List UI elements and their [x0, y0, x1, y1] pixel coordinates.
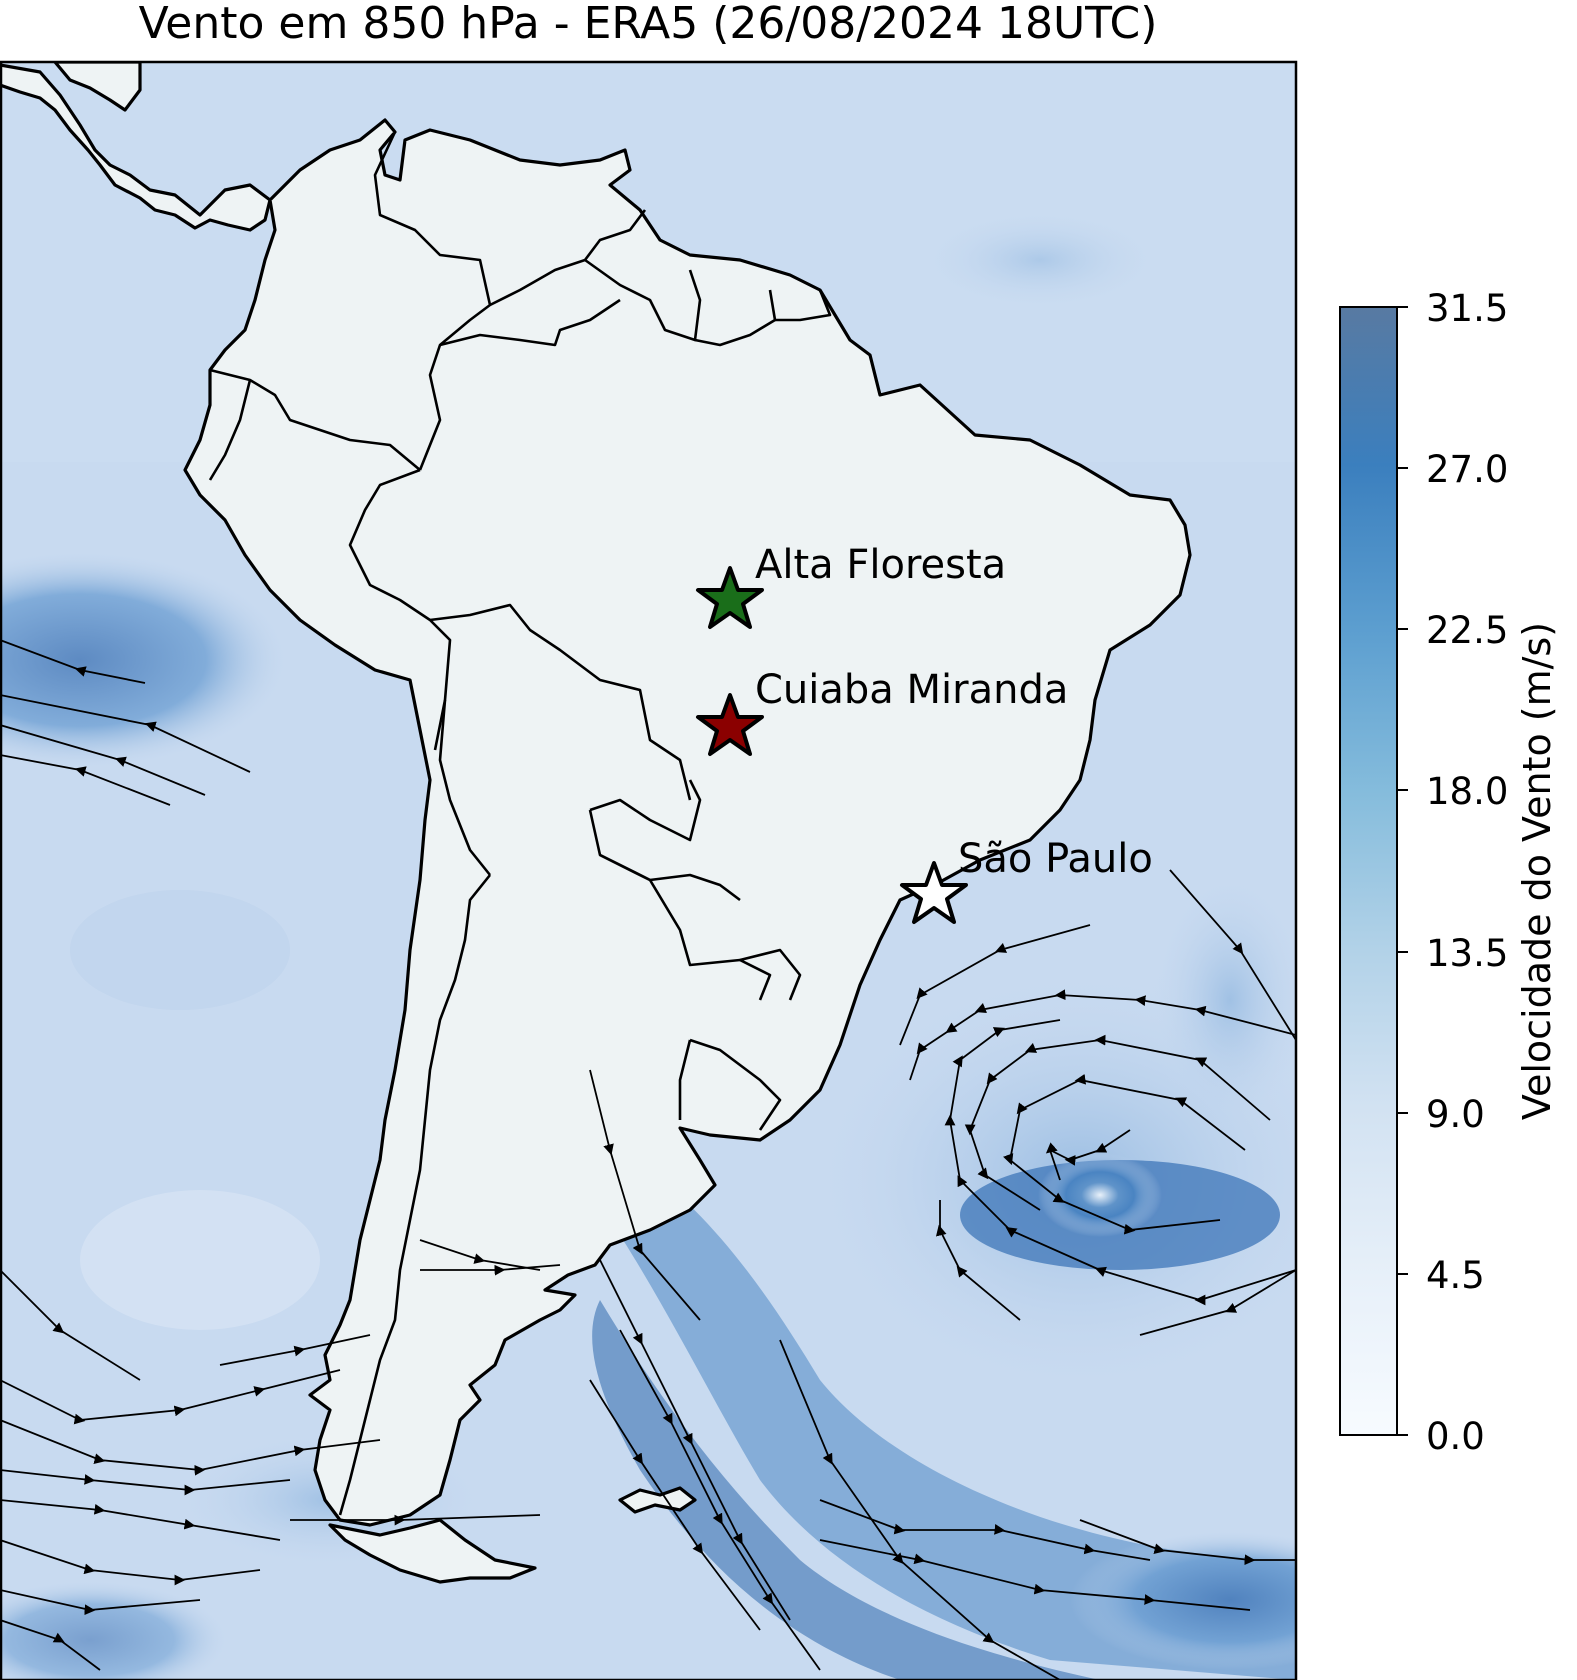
streamlines — [0, 639, 1296, 1680]
station-markers: Alta Floresta Cuiaba Miranda São Paulo — [696, 542, 1153, 924]
star-icon — [696, 566, 764, 629]
colorbar-gradient — [1339, 306, 1398, 1436]
station-alta-floresta: Alta Floresta — [696, 542, 1006, 629]
map-frame — [0, 60, 1298, 1680]
station-sao-paulo: São Paulo — [900, 836, 1153, 924]
station-label-sao-paulo: São Paulo — [958, 836, 1153, 882]
station-cuiaba-miranda: Cuiaba Miranda — [696, 667, 1068, 756]
star-icon — [900, 861, 968, 924]
colorbar-tick-label: 4.5 — [1426, 1254, 1485, 1297]
land-masses — [0, 62, 1192, 1584]
colorbar-tick-label: 9.0 — [1426, 1093, 1485, 1136]
colorbar: 0.0 4.5 9.0 13.5 18.0 22.5 27.0 31.5 Vel… — [1339, 287, 1559, 1458]
station-label-alta-floresta: Alta Floresta — [755, 542, 1006, 588]
colorbar-tick-label: 31.5 — [1426, 287, 1508, 330]
country-borders — [208, 131, 832, 1516]
colorbar-tick-label: 18.0 — [1426, 770, 1508, 813]
station-label-cuiaba-miranda: Cuiaba Miranda — [755, 667, 1068, 713]
colorbar-tick-label: 13.5 — [1426, 932, 1508, 975]
colorbar-tick-labels: 0.0 4.5 9.0 13.5 18.0 22.5 27.0 31.5 — [1426, 287, 1508, 1458]
star-icon — [696, 693, 764, 756]
map-area: Alta Floresta Cuiaba Miranda São Paulo — [0, 62, 1296, 1680]
colorbar-tick-label: 0.0 — [1426, 1415, 1485, 1458]
colorbar-tick-label: 27.0 — [1426, 448, 1508, 491]
colorbar-tick-label: 22.5 — [1426, 609, 1508, 652]
colorbar-ticks — [1397, 306, 1408, 1436]
colorbar-label: Velocidade do Vento (m/s) — [1515, 622, 1559, 1120]
map-title: Vento em 850 hPa - ERA5 (26/08/2024 18UT… — [139, 0, 1158, 49]
